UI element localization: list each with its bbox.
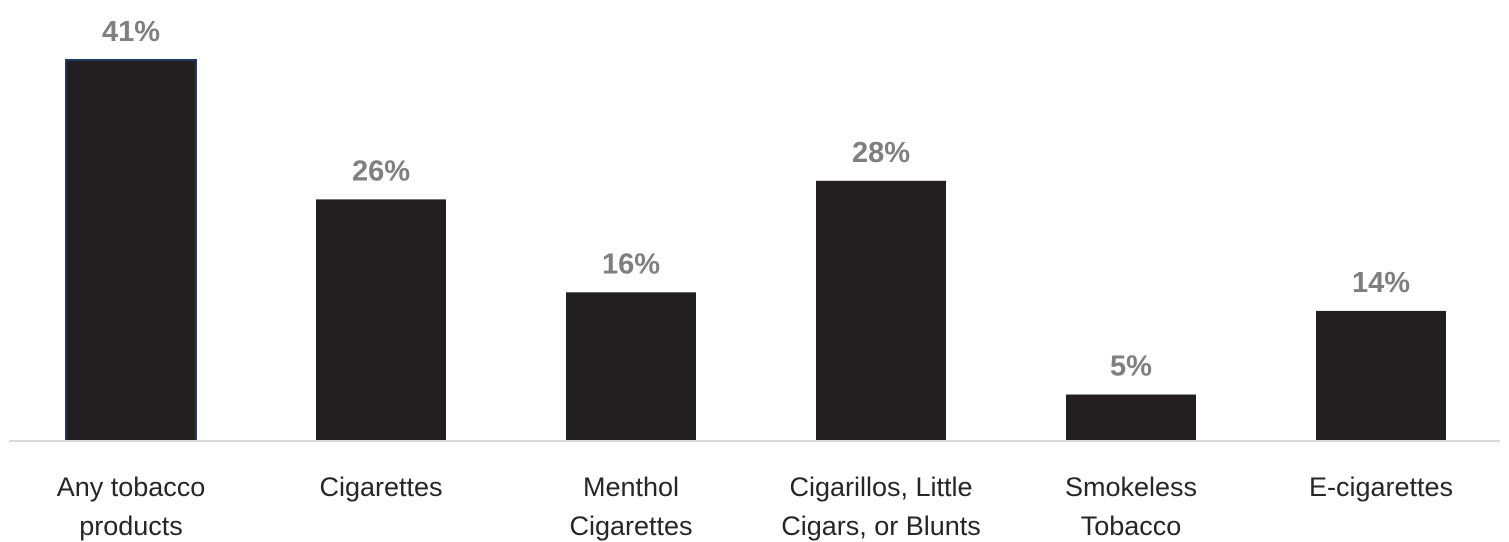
category-label-line: Smokeless (1065, 472, 1197, 502)
bar-4 (1066, 394, 1196, 441)
category-label-line: Menthol (583, 472, 679, 502)
category-labels-group: Any tobacco products Cigarettes Menthol Ciga… (57, 472, 1453, 541)
data-label-0: 41% (102, 16, 160, 48)
data-label-4: 5% (1110, 351, 1152, 383)
data-label-5: 14% (1352, 267, 1410, 299)
bar-0 (65, 59, 197, 442)
category-label-4: Smokeless Tobacco (1065, 472, 1197, 541)
data-label-2: 16% (602, 248, 660, 280)
bar-1 (316, 199, 446, 441)
category-label-3: Cigarillos, Little Cigars, or Blunts (781, 472, 981, 541)
category-label-line: Cigarillos, Little (789, 472, 972, 502)
data-labels-group: 41% 26% 16% 28% 5% 14% (102, 16, 1410, 383)
data-label-3: 28% (852, 137, 910, 169)
bar-5 (1316, 310, 1446, 441)
category-label-line: Cigars, or Blunts (781, 511, 981, 541)
category-label-line: Cigarettes (569, 511, 692, 541)
data-label-1: 26% (352, 155, 410, 187)
category-label-5: E-cigarettes (1309, 472, 1453, 502)
category-label-line: Tobacco (1081, 511, 1182, 541)
category-label-line: Any tobacco (57, 472, 206, 502)
bar-3 (816, 180, 946, 441)
bar-2 (566, 292, 696, 441)
category-label-0: Any tobacco products (57, 472, 206, 541)
category-label-2: Menthol Cigarettes (569, 472, 692, 541)
category-label-1: Cigarettes (319, 472, 442, 502)
category-label-line: products (79, 511, 183, 541)
bars-group (65, 59, 1446, 442)
category-label-line: E-cigarettes (1309, 472, 1453, 502)
category-label-line: Cigarettes (319, 472, 442, 502)
